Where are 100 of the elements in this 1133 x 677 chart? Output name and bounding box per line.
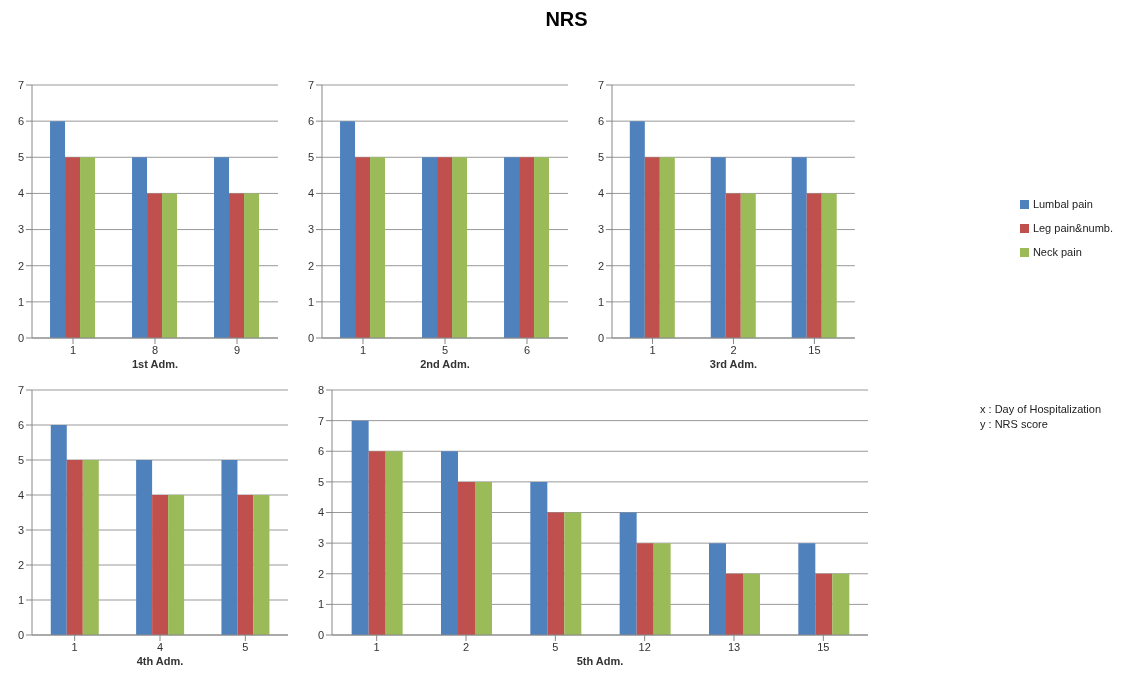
text: x : Day of Hospitalization	[980, 402, 1102, 417]
bar	[237, 495, 254, 635]
bar	[214, 157, 230, 338]
y-tick-label: 5	[317, 475, 324, 488]
bar	[791, 157, 807, 338]
y-tick-label: 2	[307, 259, 314, 272]
bar	[644, 157, 660, 338]
y-tick-label: 0	[317, 628, 324, 641]
y-tick-label: 5	[17, 151, 24, 164]
bar	[547, 512, 565, 635]
x-axis-title: 5th Adm.	[576, 654, 624, 667]
bar	[815, 573, 833, 635]
bar	[351, 420, 369, 635]
x-tick-label: 5	[441, 343, 449, 356]
x-tick-label: 1	[69, 343, 77, 356]
x-tick-label: 15	[808, 343, 821, 356]
legend-label: Leg pain&numb.	[1032, 221, 1113, 234]
y-tick-label: 0	[17, 628, 24, 641]
bar	[636, 543, 654, 635]
y-tick-label: 2	[17, 259, 24, 272]
y-tick-label: 4	[307, 187, 314, 200]
x-tick-label: 5	[242, 640, 249, 653]
y-tick-label: 3	[317, 537, 324, 550]
x-tick-label: 8	[151, 343, 159, 356]
y-tick-label: 1	[317, 598, 324, 611]
bar	[725, 193, 741, 338]
y-tick-label: 6	[317, 445, 324, 458]
bar	[564, 512, 582, 635]
bar	[619, 512, 637, 635]
y-tick-label: 7	[17, 78, 24, 91]
y-tick-label: 3	[307, 223, 314, 236]
x-tick-label: 1	[649, 343, 656, 356]
bar	[221, 460, 238, 635]
bar	[798, 543, 816, 635]
y-tick-label: 5	[307, 151, 314, 164]
x-tick-label: 12	[638, 640, 651, 653]
bar	[368, 451, 386, 635]
bar	[832, 573, 850, 635]
bar	[50, 425, 67, 635]
y-tick-label: 7	[307, 78, 314, 91]
bar	[229, 193, 245, 338]
y-tick-label: 1	[17, 593, 24, 606]
x-tick-label: 6	[523, 343, 531, 356]
bar	[710, 157, 726, 338]
bar	[474, 481, 492, 635]
y-tick-label: 6	[17, 115, 24, 128]
y-tick-label: 6	[597, 115, 604, 128]
bar	[168, 495, 185, 635]
bar	[457, 481, 475, 635]
bar	[440, 451, 458, 635]
x-tick-label: 1	[359, 343, 367, 356]
bar	[385, 451, 403, 635]
legend-label: Lumbal pain	[1032, 197, 1093, 210]
y-tick-label: 6	[307, 115, 314, 128]
y-tick-label: 7	[597, 78, 604, 91]
bar	[629, 121, 645, 338]
y-tick-label: 7	[317, 414, 324, 427]
bar	[821, 193, 837, 338]
bar	[147, 193, 163, 338]
bar	[530, 481, 548, 635]
y-tick-label: 0	[597, 331, 604, 344]
chart-title: NRS	[544, 8, 589, 31]
y-tick-label: 3	[17, 223, 24, 236]
bar	[66, 460, 83, 635]
y-tick-label: 4	[317, 506, 324, 519]
x-axis-title: 1st Adm.	[131, 357, 179, 370]
x-tick-label: 15	[817, 640, 830, 653]
bar	[740, 193, 756, 338]
bar	[152, 495, 169, 635]
y-tick-label: 2	[597, 259, 604, 272]
y-tick-label: 2	[317, 567, 324, 580]
bar	[253, 495, 270, 635]
bar	[244, 193, 260, 338]
y-tick-label: 1	[307, 295, 314, 308]
y-tick-label: 4	[17, 187, 24, 200]
y-tick-label: 3	[17, 523, 24, 536]
bar	[80, 157, 96, 338]
x-tick-label: 1	[373, 640, 380, 653]
y-tick-label: 0	[17, 331, 24, 344]
y-tick-label: 4	[17, 488, 24, 501]
y-tick-label: 1	[597, 295, 604, 308]
y-tick-label: 0	[307, 331, 314, 344]
bar	[742, 573, 760, 635]
y-tick-label: 1	[17, 295, 24, 308]
y-tick-label: 2	[17, 558, 24, 571]
bar	[65, 157, 81, 338]
x-axis-title: 3rd Adm.	[709, 357, 758, 370]
y-tick-label: 4	[597, 187, 604, 200]
y-tick-label: 7	[17, 383, 24, 396]
bar	[50, 121, 66, 338]
x-tick-label: 4	[156, 640, 164, 653]
bar	[806, 193, 822, 338]
x-tick-label: 13	[727, 640, 741, 653]
bar	[82, 460, 99, 635]
bar	[162, 193, 178, 338]
bar	[653, 543, 671, 635]
bar	[708, 543, 726, 635]
x-tick-label: 5	[552, 640, 559, 653]
y-tick-label: 5	[17, 453, 24, 466]
bar	[132, 157, 148, 338]
